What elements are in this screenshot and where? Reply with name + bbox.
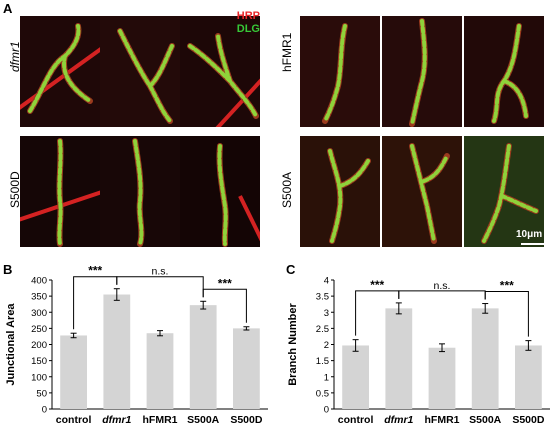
micrograph-hfmr1-3 — [464, 16, 544, 127]
chart-b-category-label: dfmr1 — [102, 414, 131, 426]
chart-c-bar — [385, 308, 413, 409]
micrograph-s500d-3 — [180, 136, 260, 247]
chart-c-bar — [471, 308, 499, 409]
chart-b-category-label: S500A — [187, 414, 220, 426]
chart-c-category-label: control — [338, 414, 374, 426]
micrograph-s500a-2 — [382, 136, 462, 247]
chart-b-y-tick-label: 300 — [31, 308, 47, 319]
micrograph-s500d-1 — [20, 136, 100, 247]
chart-c-y-tick-label: 4 — [324, 276, 329, 287]
row-label-hfmr1: hFMR1 — [280, 32, 294, 72]
chart-c-y-tick-label: 0 — [324, 405, 329, 416]
chart-b-y-tick-label: 350 — [31, 292, 47, 303]
chart-c-category-label: hFMR1 — [425, 414, 460, 426]
chart-c-significance-bracket — [398, 290, 486, 300]
legend-hrp: HRP — [236, 10, 260, 22]
chart-c-category-label: dfmr1 — [384, 414, 413, 426]
micrograph-s500a-1 — [300, 136, 380, 247]
branch-number-chart: 0 0.5 1 1.5 2 2.5 3 3.5 4 Branch Number control dfm… — [287, 276, 550, 426]
chart-c-significance-label: *** — [370, 278, 384, 292]
chart-c-y-tick-label: 2.5 — [316, 324, 329, 335]
chart-c-bar — [515, 345, 542, 409]
chart-b-y-tick-label: 250 — [31, 324, 47, 335]
legend-dlg: DLG — [236, 23, 260, 35]
chart-c-y-tick-label: 3 — [324, 308, 329, 319]
chart-c-y-tick-label: 2 — [324, 340, 329, 351]
chart-b-category-label: control — [56, 414, 92, 426]
chart-c-y-tick-label: 3.5 — [316, 292, 329, 303]
chart-c-category-label: S500D — [512, 414, 545, 426]
chart-b-y-axis-label: Junctional Area — [5, 303, 17, 386]
chart-c-significance-label: *** — [500, 279, 514, 293]
panel-a-letter: A — [3, 1, 13, 16]
panel-b-letter: B — [3, 262, 13, 277]
row-label-s500a: S500A — [280, 171, 294, 208]
micrograph-s500d-2 — [100, 136, 180, 247]
micrograph-dfmr1-3 — [180, 16, 260, 127]
micrograph-dfmr1-2 — [100, 16, 180, 127]
chart-b-bar — [146, 333, 174, 409]
chart-b-y-tick-label: 0 — [42, 405, 47, 416]
chart-b-category-label: hFMR1 — [143, 414, 178, 426]
chart-b-bar — [233, 328, 260, 409]
chart-b-significance-label: *** — [218, 276, 232, 290]
chart-c-significance-bracket — [484, 291, 529, 337]
chart-b-bar — [189, 305, 217, 409]
panel-c-letter: C — [286, 262, 296, 277]
chart-b-significance-bracket — [202, 288, 247, 323]
scale-bar-label: 10μm — [516, 229, 543, 240]
chart-c-y-axis-label: Branch Number — [287, 303, 299, 386]
chart-b-bar — [60, 335, 87, 409]
chart-b-y-tick-label: 100 — [31, 372, 47, 383]
scale-bar-line — [521, 243, 545, 245]
micrograph-dfmr1-1 — [20, 16, 100, 127]
chart-b-y-tick-label: 50 — [36, 388, 47, 399]
micrograph-hfmr1-2 — [382, 16, 462, 127]
chart-c-bar — [342, 345, 369, 409]
junctional-area-chart: 0 50 100 150 200 250 300 350 400 Junctional Area c… — [5, 264, 268, 426]
chart-c-y-tick-label: 1.5 — [316, 356, 329, 367]
chart-b-category-label: S500D — [230, 414, 263, 426]
chart-c-y-tick-label: 1 — [324, 372, 329, 383]
chart-b-y-tick-label: 200 — [31, 340, 47, 351]
micrograph-hfmr1-1 — [300, 16, 380, 127]
micrograph-s500a-3 — [464, 136, 544, 247]
chart-c-y-tick-label: 0.5 — [316, 388, 329, 399]
chart-b-y-tick-label: 150 — [31, 356, 47, 367]
stain-legend: HRP DLG — [222, 10, 260, 36]
chart-b-y-tick-label: 400 — [31, 276, 47, 287]
chart-c-category-label: S500A — [469, 414, 502, 426]
chart-b-significance-bracket — [116, 276, 204, 298]
chart-b-bar — [103, 294, 131, 409]
chart-b-significance-label: *** — [88, 264, 102, 278]
chart-c-bar — [428, 347, 456, 409]
chart-b-significance-label: n.s. — [152, 266, 169, 278]
chart-c-significance-label: n.s. — [434, 280, 451, 292]
